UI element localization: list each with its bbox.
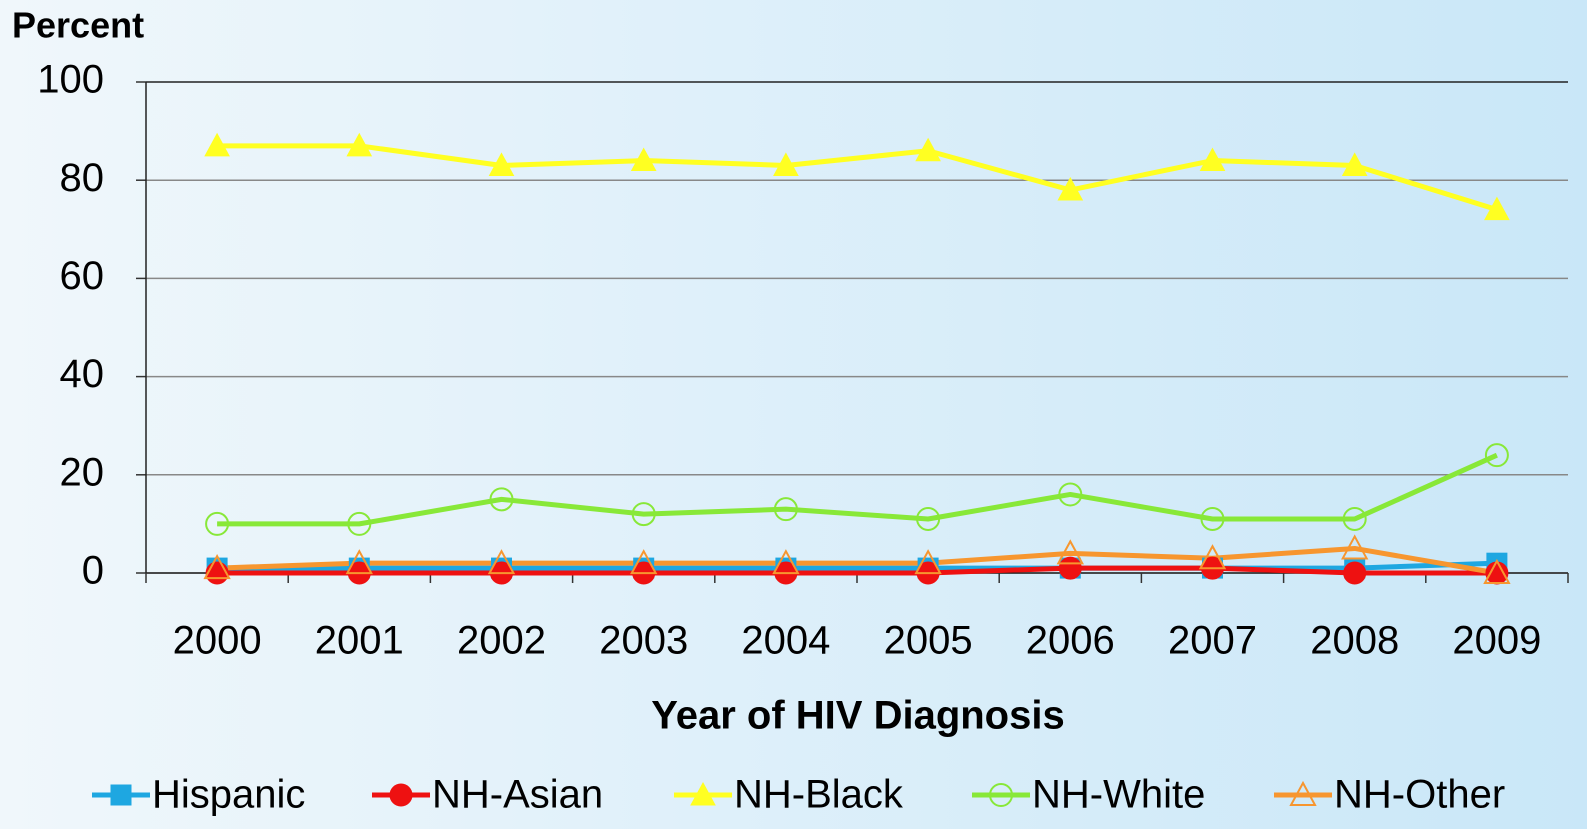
- data-point: [1058, 482, 1083, 507]
- data-point: [346, 132, 373, 157]
- data-point: [916, 506, 941, 531]
- data-point: [1200, 506, 1225, 531]
- data-point: [205, 561, 229, 585]
- y-tick-label: 60: [60, 254, 105, 298]
- data-point: [1057, 176, 1084, 201]
- x-axis-title: Year of HIV Diagnosis: [651, 694, 1064, 738]
- data-point: [205, 511, 230, 536]
- x-tick-label: 2001: [315, 619, 404, 663]
- legend-marker: [389, 783, 413, 807]
- data-point: [1341, 152, 1368, 176]
- x-tick-label: 2005: [884, 619, 973, 663]
- data-point: [1056, 539, 1084, 565]
- legend-marker: [690, 781, 716, 806]
- x-tick-label: 2000: [173, 619, 262, 663]
- data-point: [204, 132, 230, 157]
- data-point: [1483, 558, 1511, 584]
- data-point: [631, 502, 656, 527]
- data-point: [1484, 443, 1509, 468]
- y-tick-label: 100: [37, 58, 104, 102]
- x-tick-label: 2004: [741, 619, 830, 663]
- y-tick-label: 40: [60, 352, 105, 396]
- data-point: [772, 549, 800, 575]
- data-point: [1198, 544, 1227, 570]
- data-point: [488, 152, 515, 176]
- legend-label: NH-White: [1032, 773, 1205, 817]
- legend-label: NH-Asian: [432, 773, 603, 817]
- legend-label: NH-Other: [1334, 773, 1505, 817]
- data-point: [630, 147, 657, 172]
- data-point: [1341, 534, 1369, 560]
- x-tick-label: 2003: [599, 619, 688, 663]
- data-point: [1342, 506, 1367, 531]
- x-tick-label: 2008: [1310, 619, 1399, 663]
- legend-marker: [989, 783, 1013, 807]
- x-tick-label: 2007: [1168, 619, 1257, 663]
- legend-label: NH-Black: [734, 773, 904, 817]
- series-line: [217, 143, 1498, 213]
- data-point: [489, 487, 514, 512]
- data-point: [915, 137, 941, 162]
- series-line: [217, 452, 1498, 527]
- data-point: [345, 549, 373, 575]
- legend-label: Hispanic: [152, 773, 305, 817]
- x-tick-label: 2002: [457, 619, 546, 663]
- x-tick-label: 2006: [1026, 619, 1115, 663]
- data-point: [1484, 196, 1510, 221]
- y-axis-title: Percent: [12, 5, 144, 46]
- y-tick-label: 0: [82, 549, 104, 593]
- data-point: [914, 549, 942, 575]
- data-point: [1199, 147, 1226, 172]
- data-point: [1058, 556, 1082, 580]
- data-point: [630, 549, 658, 575]
- data-point: [203, 554, 231, 580]
- data-point: [773, 152, 799, 176]
- data-point: [773, 497, 798, 522]
- data-point: [487, 549, 516, 575]
- y-tick-label: 20: [60, 450, 105, 494]
- series-line: [217, 565, 1497, 576]
- data-point: [1485, 561, 1509, 585]
- data-point: [347, 511, 372, 536]
- legend-marker: [110, 784, 132, 806]
- y-tick-label: 80: [60, 156, 105, 200]
- data-point: [1343, 561, 1367, 585]
- x-tick-label: 2009: [1452, 619, 1541, 663]
- series-line: [217, 545, 1498, 576]
- legend-marker: [1289, 780, 1317, 806]
